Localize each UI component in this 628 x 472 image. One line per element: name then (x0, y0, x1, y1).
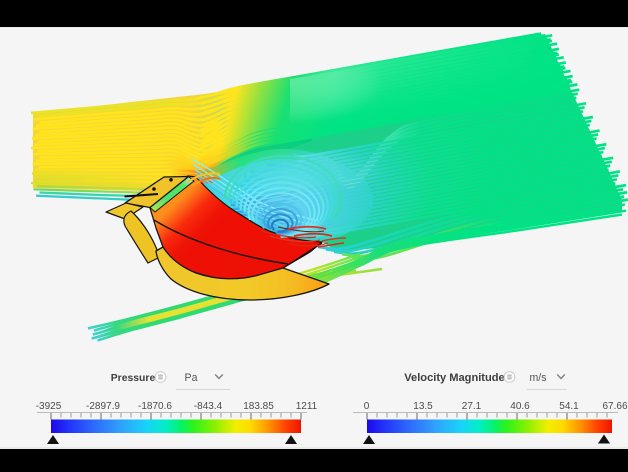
svg-text:0: 0 (364, 401, 370, 412)
svg-text:1211: 1211 (296, 401, 318, 412)
svg-text:-3925: -3925 (36, 401, 62, 412)
svg-text:-2897.9: -2897.9 (86, 401, 120, 412)
svg-text:-1870.6: -1870.6 (138, 401, 172, 412)
svg-text:40.6: 40.6 (510, 401, 530, 412)
svg-text:54.1: 54.1 (559, 401, 579, 412)
svg-text:13.5: 13.5 (413, 401, 433, 412)
svg-text:183.85: 183.85 (243, 401, 274, 412)
svg-text:-843.4: -843.4 (194, 401, 223, 412)
svg-text:m/s: m/s (529, 372, 546, 384)
svg-text:27.1: 27.1 (462, 401, 482, 412)
svg-text:Velocity Magnitude: Velocity Magnitude (404, 372, 504, 384)
svg-text:Pa: Pa (185, 372, 198, 384)
svg-text:67.66: 67.66 (602, 401, 627, 412)
svg-text:Pressure: Pressure (111, 373, 156, 384)
